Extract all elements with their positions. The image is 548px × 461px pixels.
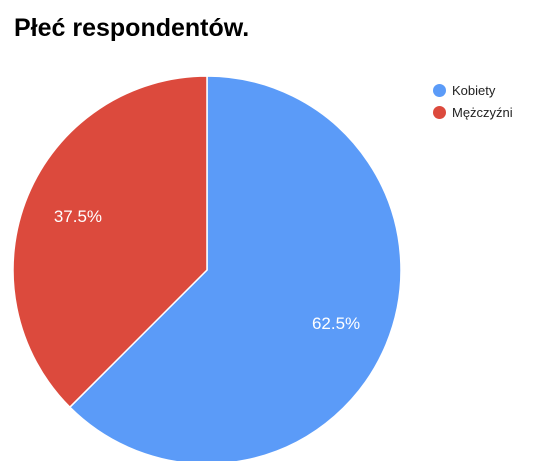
- legend-label-mezczyzni: Mężczyźni: [452, 104, 513, 120]
- legend-item-mezczyzni[interactable]: Mężczyźni: [433, 101, 513, 123]
- legend-item-kobiety[interactable]: Kobiety: [433, 79, 513, 101]
- legend-swatch-mezczyzni: [433, 105, 446, 119]
- legend-label-kobiety: Kobiety: [452, 82, 496, 98]
- pie-slice-1[interactable]: [12, 75, 208, 409]
- legend: Kobiety Mężczyźni: [433, 79, 513, 123]
- pie-slice-label-0: 62.5%: [312, 314, 360, 333]
- legend-swatch-kobiety: [433, 83, 446, 97]
- pie-slice-0[interactable]: [68, 75, 402, 461]
- pie-slice-label-1: 37.5%: [54, 207, 102, 226]
- chart-title: Płeć respondentów.: [14, 14, 250, 42]
